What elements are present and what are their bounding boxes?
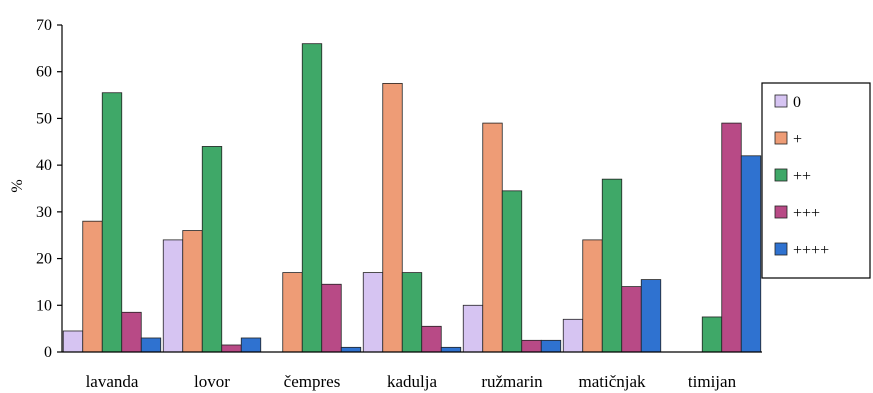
- bar-lavanda-++++: [140, 337, 162, 353]
- y-tick-label: 60: [36, 64, 52, 81]
- y-tick-label: 0: [44, 344, 52, 361]
- bar-timijan-+++: [721, 122, 742, 353]
- legend-swatch: [774, 168, 788, 182]
- bar-lovor-++++: [240, 337, 262, 353]
- y-tick-label: 70: [36, 17, 52, 34]
- bar-čempres-+: [282, 272, 303, 353]
- category-label: ružmarin: [481, 372, 543, 391]
- legend-label: +: [793, 131, 802, 148]
- y-tick-label: 10: [36, 297, 52, 314]
- bar-kadulja-+: [382, 82, 403, 353]
- category-label: kadulja: [387, 372, 437, 391]
- bar-lavanda-+: [82, 220, 103, 353]
- category-label: matičnjak: [578, 372, 646, 391]
- y-axis-label: %: [9, 179, 26, 192]
- bar-ružmarin-+++: [521, 339, 542, 353]
- bar-lovor-+++: [221, 344, 242, 353]
- bar-kadulja-+++: [421, 325, 442, 353]
- bar-ružmarin-+: [482, 122, 503, 353]
- legend-label: ++++: [793, 242, 829, 259]
- bar-matičnjak-+: [582, 239, 603, 353]
- legend: 0++++++++++: [761, 82, 871, 279]
- category-label: lovor: [194, 372, 230, 391]
- bar-lovor-0: [162, 239, 184, 353]
- bar-lovor-+: [182, 230, 203, 353]
- y-tick-marks: [57, 24, 62, 353]
- bar-lavanda-0: [62, 330, 84, 353]
- bar-kadulja-++: [401, 272, 423, 353]
- legend-swatch: [774, 94, 788, 108]
- bar-čempres-++: [301, 43, 323, 353]
- bar-čempres-+++: [321, 283, 342, 353]
- y-tick-label: 30: [36, 204, 52, 221]
- bar-ružmarin-0: [462, 304, 484, 353]
- bar-matičnjak-0: [562, 318, 584, 353]
- bar-timijan-++: [701, 316, 723, 353]
- bar-lavanda-++: [101, 92, 123, 353]
- legend-swatch: [774, 131, 788, 145]
- category-label: čempres: [284, 372, 341, 391]
- bar-matičnjak-++++: [640, 279, 662, 353]
- bar-matičnjak-++: [601, 178, 623, 353]
- bar-timijan-++++: [740, 155, 762, 353]
- bar-matičnjak-+++: [621, 286, 642, 353]
- bar-ružmarin-++++: [540, 339, 562, 353]
- bar-kadulja-0: [362, 272, 384, 353]
- y-tick-label: 40: [36, 157, 52, 174]
- bar-lavanda-+++: [121, 311, 142, 353]
- legend-label: ++: [793, 168, 811, 185]
- y-tick-label: 20: [36, 251, 52, 268]
- legend-swatch: [774, 242, 788, 256]
- legend-label: 0: [793, 94, 801, 111]
- bar-lovor-++: [201, 146, 223, 353]
- bar-kadulja-++++: [440, 346, 462, 353]
- legend-label: +++: [793, 205, 820, 222]
- category-labels: lavanda lovor čempres kadulja ružmarin matičn…: [86, 372, 737, 391]
- legend-swatch: [774, 205, 788, 219]
- bar-čempres-++++: [340, 346, 362, 353]
- category-label: lavanda: [86, 372, 139, 391]
- y-tick-labels: 0 10 20 30 40 50 60 70: [36, 17, 52, 361]
- y-tick-label: 50: [36, 110, 52, 127]
- bar-series-group: [62, 43, 762, 353]
- bar-ružmarin-++: [501, 190, 523, 353]
- category-label: timijan: [688, 372, 737, 391]
